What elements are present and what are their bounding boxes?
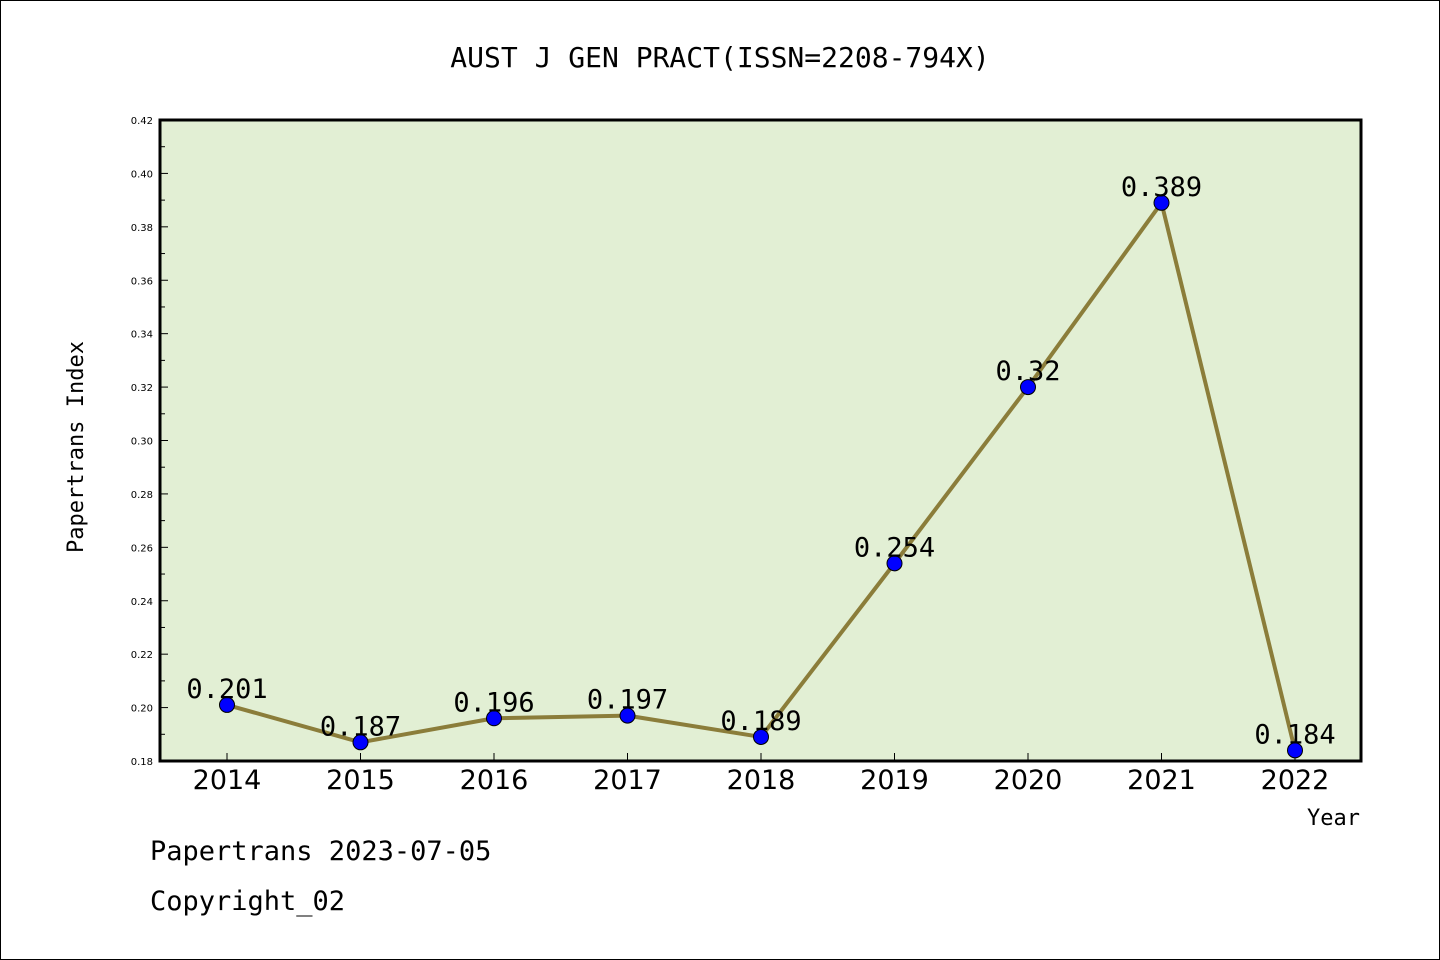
data-label: 0.32 [995,356,1060,387]
data-point [619,707,636,724]
x-axis: 2014 2015 2016 2017 2018 2019 2020 2021 2022 [193,753,1330,796]
x-tick-label: 2020 [994,765,1063,796]
y-tick-label: 0.32 [131,383,153,394]
y-tick-label: 0.36 [131,276,153,287]
x-tick-label: 2022 [1261,765,1330,796]
data-label: 0.187 [320,711,401,742]
data-point [486,710,502,727]
x-tick-label: 2016 [460,765,529,796]
data-label: 0.189 [720,706,801,737]
y-tick-label: 0.42 [131,116,153,127]
y-tick-label: 0.30 [131,437,153,448]
y-tick-label: 0.28 [131,490,153,501]
x-tick-label: 2017 [593,765,662,796]
data-label: 0.254 [854,532,935,563]
y-tick-label: 0.26 [131,543,153,554]
footer-date: Papertrans 2023-07-05 [150,836,492,867]
data-point [886,555,903,572]
data-point [1153,194,1170,211]
data-label: 0.389 [1121,172,1202,203]
data-point [1020,379,1036,396]
data-point [219,696,235,713]
data-points [219,194,1303,759]
x-axis-title: Year [1307,806,1360,831]
y-axis-title: Papertrans Index [64,341,89,553]
x-tick-label: 2015 [326,765,395,796]
x-tick-label: 2019 [860,765,929,796]
plot-area [158,118,1363,763]
data-point [753,728,769,745]
data-label: 0.196 [453,687,534,718]
x-tick-label: 2021 [1127,765,1196,796]
data-label: 0.201 [186,674,267,705]
data-point [352,734,369,751]
chart-title: AUST J GEN PRACT(ISSN=2208-794X) [450,41,989,74]
data-point [1287,742,1303,759]
data-label: 0.197 [587,685,668,716]
y-tick-label: 0.40 [131,169,153,180]
data-labels: 0.201 0.187 0.196 0.197 0.189 0.254 0.32 0.389 0… [186,172,1335,751]
y-tick-label: 0.38 [131,223,153,234]
y-tick-label: 0.22 [131,650,153,661]
data-label: 0.184 [1254,719,1335,750]
y-tick-label: 0.18 [131,757,153,768]
y-tick-label: 0.24 [131,597,153,608]
x-tick-label: 2018 [727,765,796,796]
y-axis: 0.18 0.20 0.22 0.24 0.26 0.28 0.30 0.32 0.34 0.36… [131,116,168,768]
y-tick-label: 0.20 [131,704,153,715]
footer-copyright: Copyright_02 [150,886,346,917]
x-tick-label: 2014 [193,765,262,796]
y-tick-label: 0.34 [131,330,153,341]
